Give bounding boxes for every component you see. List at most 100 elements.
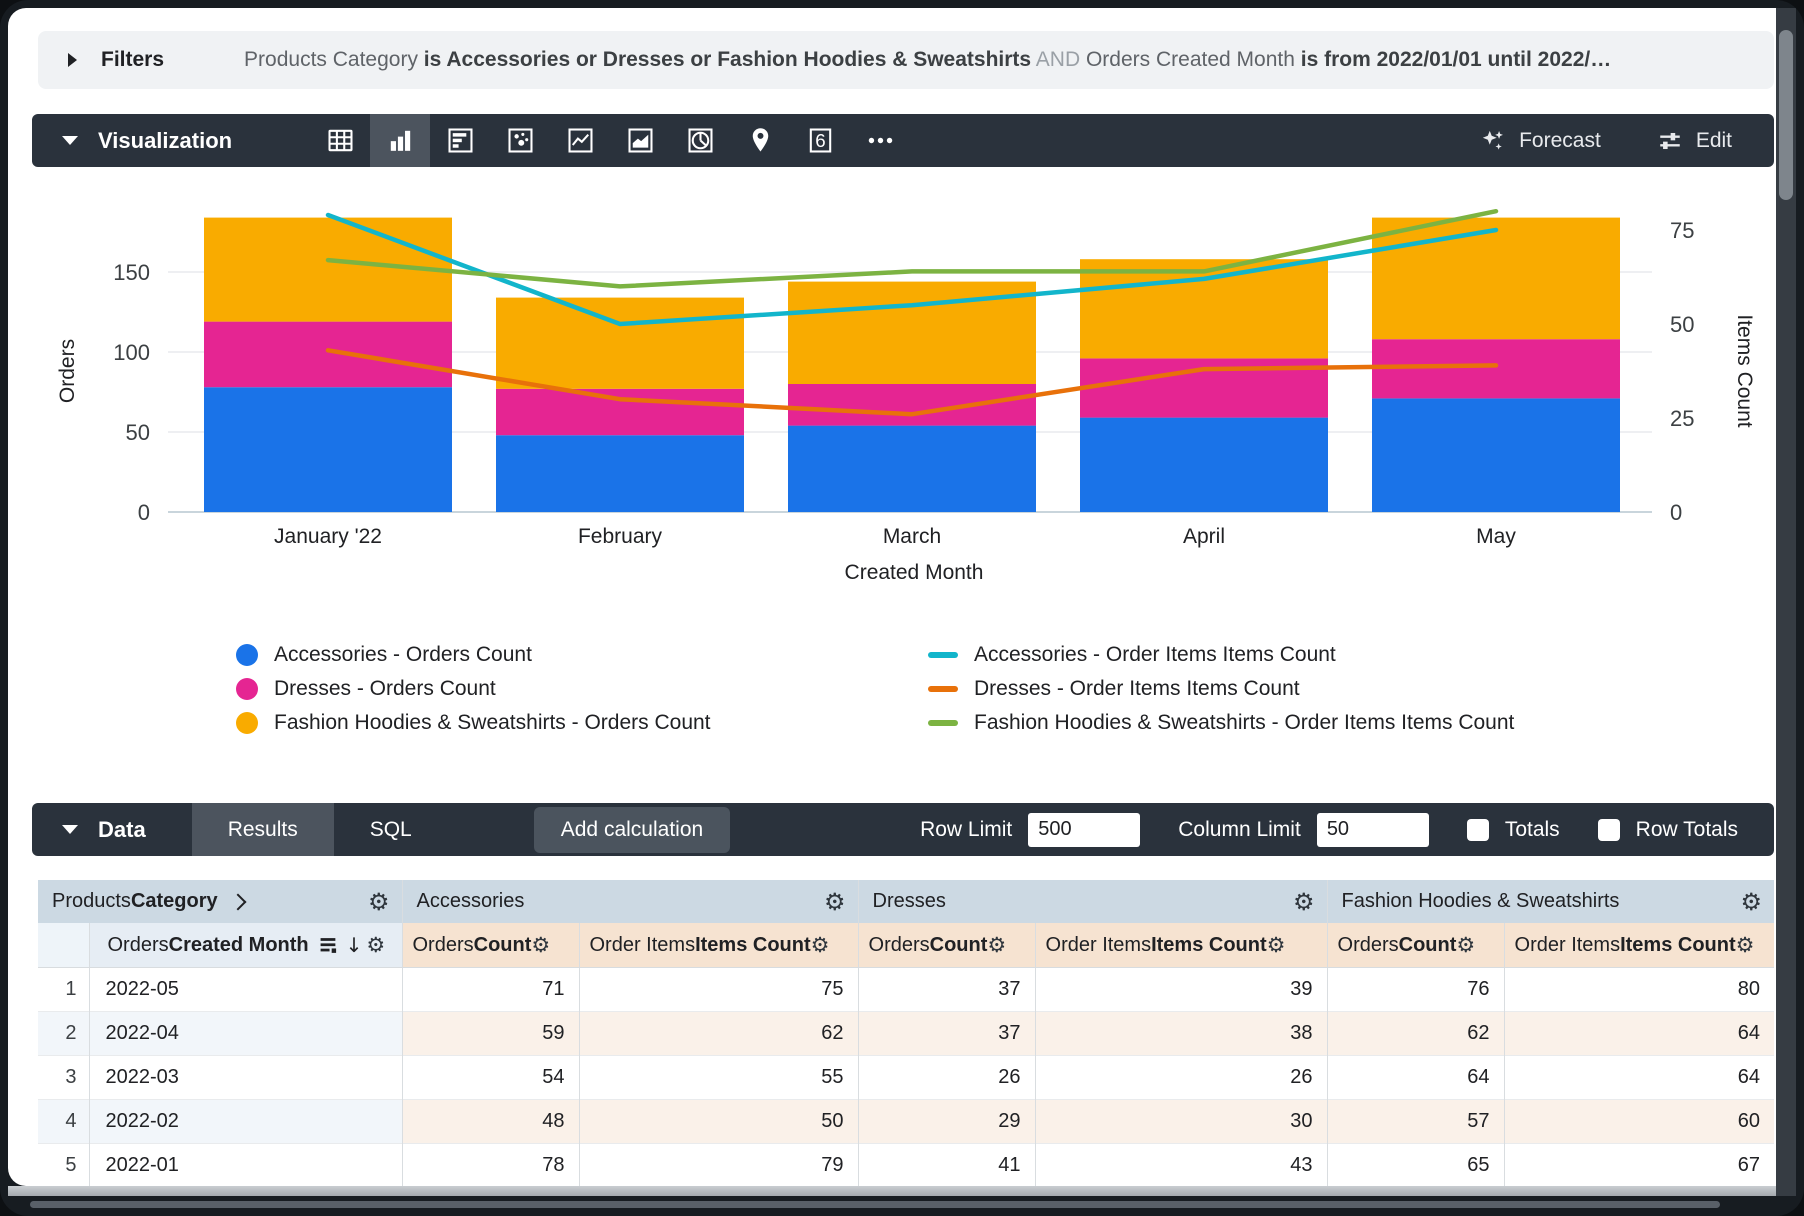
- trend-line[interactable]: [325, 348, 1499, 417]
- measure-cell[interactable]: 60: [1504, 1099, 1775, 1144]
- viz-type-column-chart[interactable]: [370, 114, 431, 167]
- collapse-data-icon[interactable]: [62, 825, 78, 834]
- forecast-button[interactable]: Forecast: [1480, 128, 1601, 154]
- viz-type-scatter-chart[interactable]: [490, 114, 550, 167]
- gear-icon[interactable]: ⚙: [824, 887, 846, 916]
- measure-cell[interactable]: 76: [1327, 967, 1505, 1012]
- measure-cell[interactable]: 67: [1504, 1143, 1775, 1187]
- dimension-cell[interactable]: 2022-04: [89, 1011, 403, 1056]
- totals-checkbox[interactable]: [1466, 818, 1489, 841]
- column-header-measure[interactable]: Orders Count ⚙: [858, 923, 1036, 968]
- dimension-cell[interactable]: 2022-03: [89, 1055, 403, 1100]
- collapse-visualization-icon[interactable]: [62, 136, 78, 145]
- measure-cell[interactable]: 37: [858, 1011, 1036, 1056]
- measure-cell[interactable]: 64: [1504, 1055, 1775, 1100]
- column-limit-input[interactable]: [1316, 812, 1429, 847]
- column-header-measure[interactable]: Order Items Items Count ⚙: [579, 923, 859, 968]
- viz-type-map-chart[interactable]: [730, 114, 790, 167]
- measure-cell[interactable]: 26: [1035, 1055, 1328, 1100]
- gear-icon[interactable]: ⚙: [987, 932, 1007, 957]
- measure-cell[interactable]: 57: [1327, 1099, 1505, 1144]
- column-header-measure[interactable]: Orders Count ⚙: [1327, 923, 1505, 968]
- measure-cell[interactable]: 64: [1504, 1011, 1775, 1056]
- measure-cell[interactable]: 62: [1327, 1011, 1505, 1056]
- measure-cell[interactable]: 79: [579, 1143, 859, 1187]
- trend-line[interactable]: [325, 212, 1499, 327]
- gear-icon[interactable]: ⚙: [367, 887, 390, 916]
- measure-cell[interactable]: 50: [579, 1099, 859, 1144]
- bar-segment[interactable]: [204, 387, 452, 512]
- gear-icon[interactable]: ⚙: [1293, 887, 1315, 916]
- measure-cell[interactable]: 55: [579, 1055, 859, 1100]
- measure-cell[interactable]: 41: [858, 1143, 1036, 1187]
- measure-cell[interactable]: 39: [1035, 967, 1328, 1012]
- viz-type-line-chart[interactable]: [550, 114, 610, 167]
- column-header-orders-created-month[interactable]: Orders Created Month ↓ ⚙: [89, 923, 403, 968]
- column-group-header[interactable]: Fashion Hoodies & Sweatshirts ⚙: [1327, 880, 1775, 923]
- gear-icon[interactable]: ⚙: [531, 932, 551, 957]
- trend-line[interactable]: [325, 208, 1499, 289]
- horizontal-scrollbar-thumb[interactable]: [30, 1201, 1720, 1208]
- dimension-cell[interactable]: 2022-05: [89, 967, 403, 1012]
- measure-cell[interactable]: 29: [858, 1099, 1036, 1144]
- viz-type-pie-chart[interactable]: [670, 114, 730, 167]
- edit-button[interactable]: Edit: [1657, 128, 1732, 154]
- vertical-scrollbar[interactable]: [1776, 8, 1796, 1196]
- bar-segment[interactable]: [1080, 259, 1328, 359]
- measure-cell[interactable]: 48: [402, 1099, 580, 1144]
- gear-icon[interactable]: ⚙: [1266, 932, 1286, 957]
- dimension-cell[interactable]: 2022-02: [89, 1099, 403, 1144]
- bar-segment[interactable]: [1372, 339, 1620, 399]
- column-header-measure[interactable]: Order Items Items Count ⚙: [1035, 923, 1328, 968]
- gear-icon[interactable]: ⚙: [1740, 887, 1763, 916]
- column-group-header[interactable]: Accessories ⚙: [402, 880, 859, 923]
- bar-segment[interactable]: [204, 321, 452, 388]
- bar-segment[interactable]: [788, 384, 1036, 426]
- tab-sql[interactable]: SQL: [369, 817, 412, 841]
- bar-segment[interactable]: [1080, 417, 1328, 512]
- horizontal-scrollbar-track[interactable]: [8, 1186, 1776, 1196]
- measure-cell[interactable]: 71: [402, 967, 580, 1012]
- measure-cell[interactable]: 26: [858, 1055, 1036, 1100]
- measure-cell[interactable]: 54: [402, 1055, 580, 1100]
- column-group-header[interactable]: Dresses ⚙: [858, 880, 1328, 923]
- bar-segment[interactable]: [1372, 217, 1620, 340]
- vertical-scrollbar-thumb[interactable]: [1779, 30, 1793, 200]
- column-header-measure[interactable]: Orders Count ⚙: [402, 923, 580, 968]
- gear-icon[interactable]: ⚙: [1456, 932, 1476, 957]
- measure-cell[interactable]: 75: [579, 967, 859, 1012]
- bar-segment[interactable]: [788, 425, 1036, 512]
- add-calculation-button[interactable]: Add calculation: [533, 806, 731, 853]
- measure-cell[interactable]: 30: [1035, 1099, 1328, 1144]
- measure-cell[interactable]: 65: [1327, 1143, 1505, 1187]
- column-group-header[interactable]: Products Category ⚙: [38, 880, 403, 923]
- measure-cell[interactable]: 37: [858, 967, 1036, 1012]
- measure-cell[interactable]: 78: [402, 1143, 580, 1187]
- dimension-cell[interactable]: 2022-01: [89, 1143, 403, 1187]
- viz-type-more-options[interactable]: [850, 114, 910, 167]
- bar-segment[interactable]: [496, 388, 744, 436]
- measure-cell[interactable]: 64: [1327, 1055, 1505, 1100]
- measure-cell[interactable]: 38: [1035, 1011, 1328, 1056]
- tab-results[interactable]: Results: [191, 803, 334, 856]
- gear-icon[interactable]: ⚙: [366, 932, 386, 957]
- viz-type-bar-chart[interactable]: [430, 114, 490, 167]
- pivot-sort-icon[interactable]: [319, 936, 338, 955]
- expand-filters-icon[interactable]: [68, 53, 77, 67]
- row-limit-input[interactable]: [1028, 812, 1141, 847]
- viz-type-single-value[interactable]: 6: [790, 114, 850, 167]
- column-header-measure[interactable]: Order Items Items Count ⚙: [1504, 923, 1775, 968]
- row-totals-checkbox[interactable]: [1597, 818, 1620, 841]
- gear-icon[interactable]: ⚙: [1735, 932, 1755, 957]
- bar-segment[interactable]: [1372, 398, 1620, 512]
- measure-cell[interactable]: 80: [1504, 967, 1775, 1012]
- viz-type-table-chart[interactable]: [310, 114, 370, 167]
- measure-cell[interactable]: 59: [402, 1011, 580, 1056]
- bar-segment[interactable]: [496, 297, 744, 389]
- filters-bar[interactable]: Filters Products Category is Accessories…: [38, 31, 1774, 89]
- measure-cell[interactable]: 43: [1035, 1143, 1328, 1187]
- bar-segment[interactable]: [496, 435, 744, 512]
- sort-desc-icon[interactable]: ↓: [345, 933, 363, 957]
- viz-type-area-chart[interactable]: [610, 114, 670, 167]
- measure-cell[interactable]: 62: [579, 1011, 859, 1056]
